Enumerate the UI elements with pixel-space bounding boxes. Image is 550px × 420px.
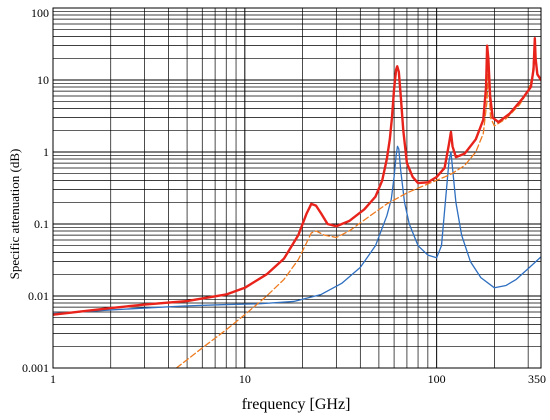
y-tick-label: 0.01 bbox=[28, 289, 49, 303]
y-tick-label: 1 bbox=[43, 145, 49, 159]
x-tick-label: 1 bbox=[50, 372, 56, 386]
x-axis-title: frequency [GHz] bbox=[242, 396, 351, 413]
series-line-3 bbox=[53, 37, 541, 316]
y-tick-label: 100 bbox=[31, 6, 49, 20]
series-line-1 bbox=[53, 145, 541, 315]
x-tick-label: 100 bbox=[428, 372, 446, 386]
x-tick-label: 350 bbox=[528, 372, 546, 386]
tick-labels: 1 10 100 350 0.001 0.01 0.1 1 10 100 bbox=[22, 6, 546, 386]
y-tick-label: 0.1 bbox=[34, 217, 49, 231]
x-tick-label: 10 bbox=[239, 372, 251, 386]
y-tick-label: 10 bbox=[37, 73, 49, 87]
series-layer bbox=[53, 37, 541, 368]
y-tick-label: 0.001 bbox=[22, 361, 49, 375]
plot-frame bbox=[52, 7, 542, 369]
y-axis-title: Specific attenuation (dB) bbox=[7, 149, 22, 280]
